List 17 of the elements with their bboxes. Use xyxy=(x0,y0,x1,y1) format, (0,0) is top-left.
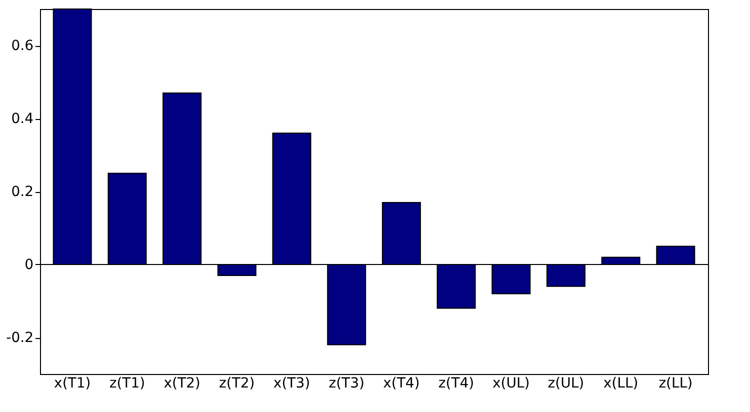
x-tick-label: z(T1) xyxy=(109,376,146,392)
x-tick-label: x(LL) xyxy=(603,376,638,392)
x-tick-label: x(UL) xyxy=(492,376,530,392)
y-tick-label: 0.4 xyxy=(11,111,34,127)
x-tick-label: z(T2) xyxy=(219,376,255,392)
x-tick-label: x(T2) xyxy=(164,376,200,392)
x-tick-label: x(T3) xyxy=(273,376,310,392)
x-tick-label: z(T3) xyxy=(328,376,364,392)
x-tick-label: z(UL) xyxy=(548,376,584,392)
x-tick-label: x(T4) xyxy=(383,376,420,392)
y-tick-label: 0.6 xyxy=(11,38,34,54)
x-tick-label: z(LL) xyxy=(658,376,693,392)
y-tick-label: 0.2 xyxy=(11,184,34,200)
x-tick-label: x(T1) xyxy=(54,376,91,392)
x-tick-label: z(T4) xyxy=(438,376,474,392)
y-tick-label: -0.2 xyxy=(6,330,34,346)
y-tick-label: 0 xyxy=(24,257,34,273)
